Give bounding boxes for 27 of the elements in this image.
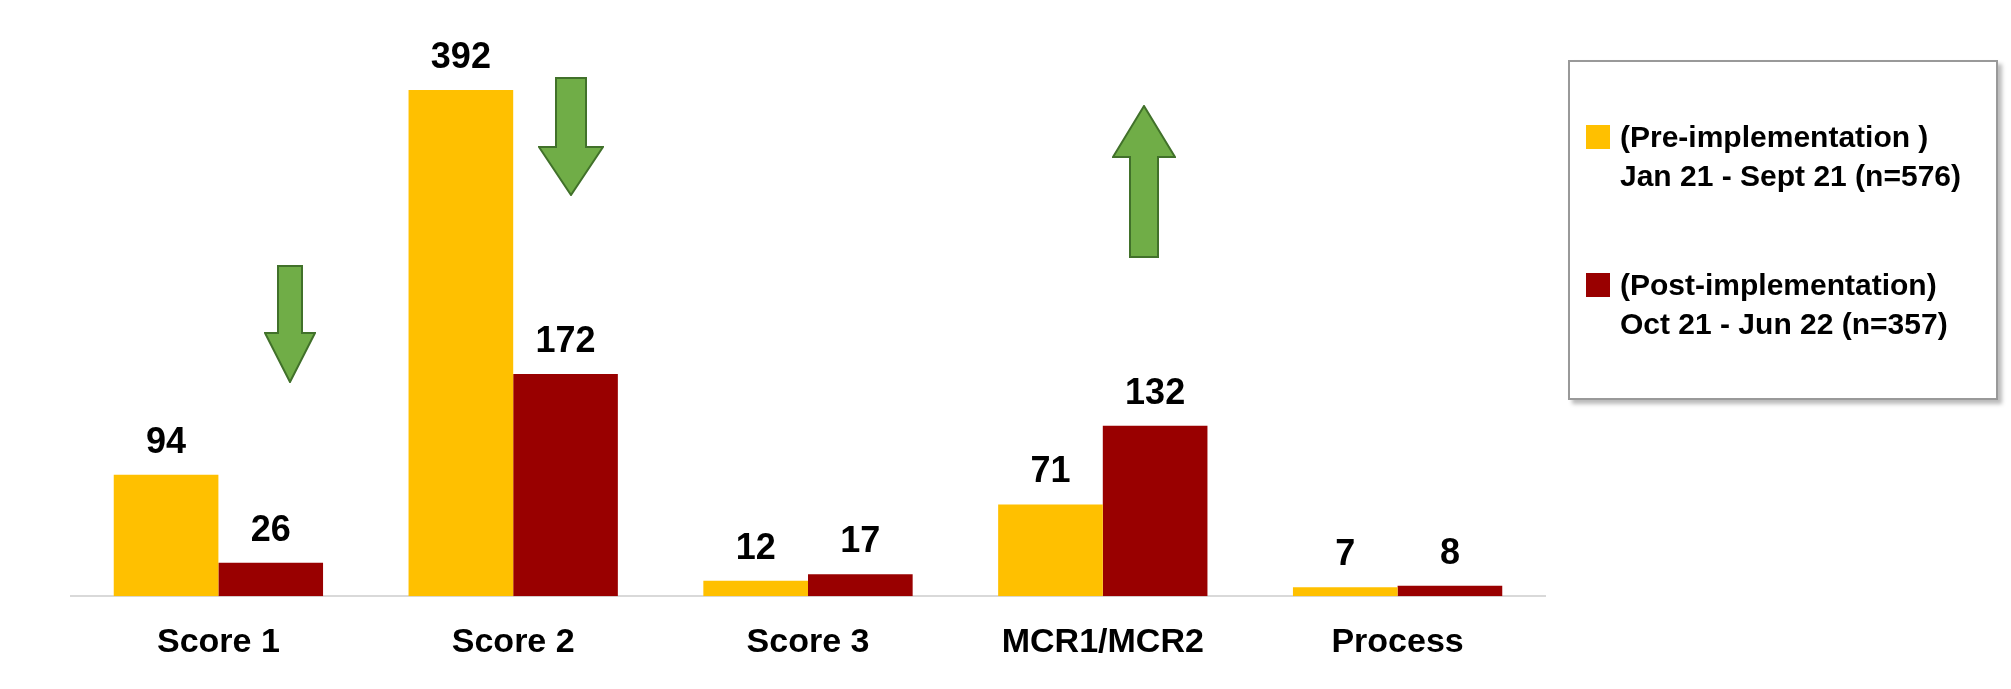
- data-label: 8: [1439, 530, 1460, 572]
- data-label: 7: [1335, 532, 1356, 574]
- x-tick-label: Score 2: [451, 620, 575, 659]
- legend-label: (Pre-implementation ) Jan 21 - Sept 21 (n=576): [1620, 119, 1962, 194]
- bar: [1102, 425, 1208, 597]
- data-label: 12: [735, 525, 776, 567]
- bar: [513, 374, 618, 597]
- x-tick-label: MCR1/MCR2: [1001, 620, 1204, 659]
- legend-label: (Post-implementation) Oct 21 - Jun 22 (n=357): [1620, 267, 1949, 342]
- bar: [408, 90, 514, 597]
- data-label: 26: [250, 507, 291, 549]
- bar: [1292, 587, 1398, 597]
- bar: [703, 580, 808, 597]
- data-label: 172: [535, 319, 596, 361]
- data-label: 132: [1125, 370, 1186, 412]
- x-tick-label: Score 3: [746, 620, 870, 659]
- bar: [218, 562, 324, 597]
- x-tick-label: Score 1: [156, 620, 280, 659]
- data-label: 71: [1030, 449, 1071, 491]
- bar: [113, 474, 219, 597]
- bar: [1397, 585, 1503, 597]
- bar: [808, 574, 913, 597]
- x-tick-label: Process: [1331, 620, 1464, 659]
- data-label: 94: [146, 419, 187, 461]
- data-label: 392: [430, 34, 491, 76]
- bar: [998, 504, 1103, 597]
- data-label: 17: [840, 519, 881, 561]
